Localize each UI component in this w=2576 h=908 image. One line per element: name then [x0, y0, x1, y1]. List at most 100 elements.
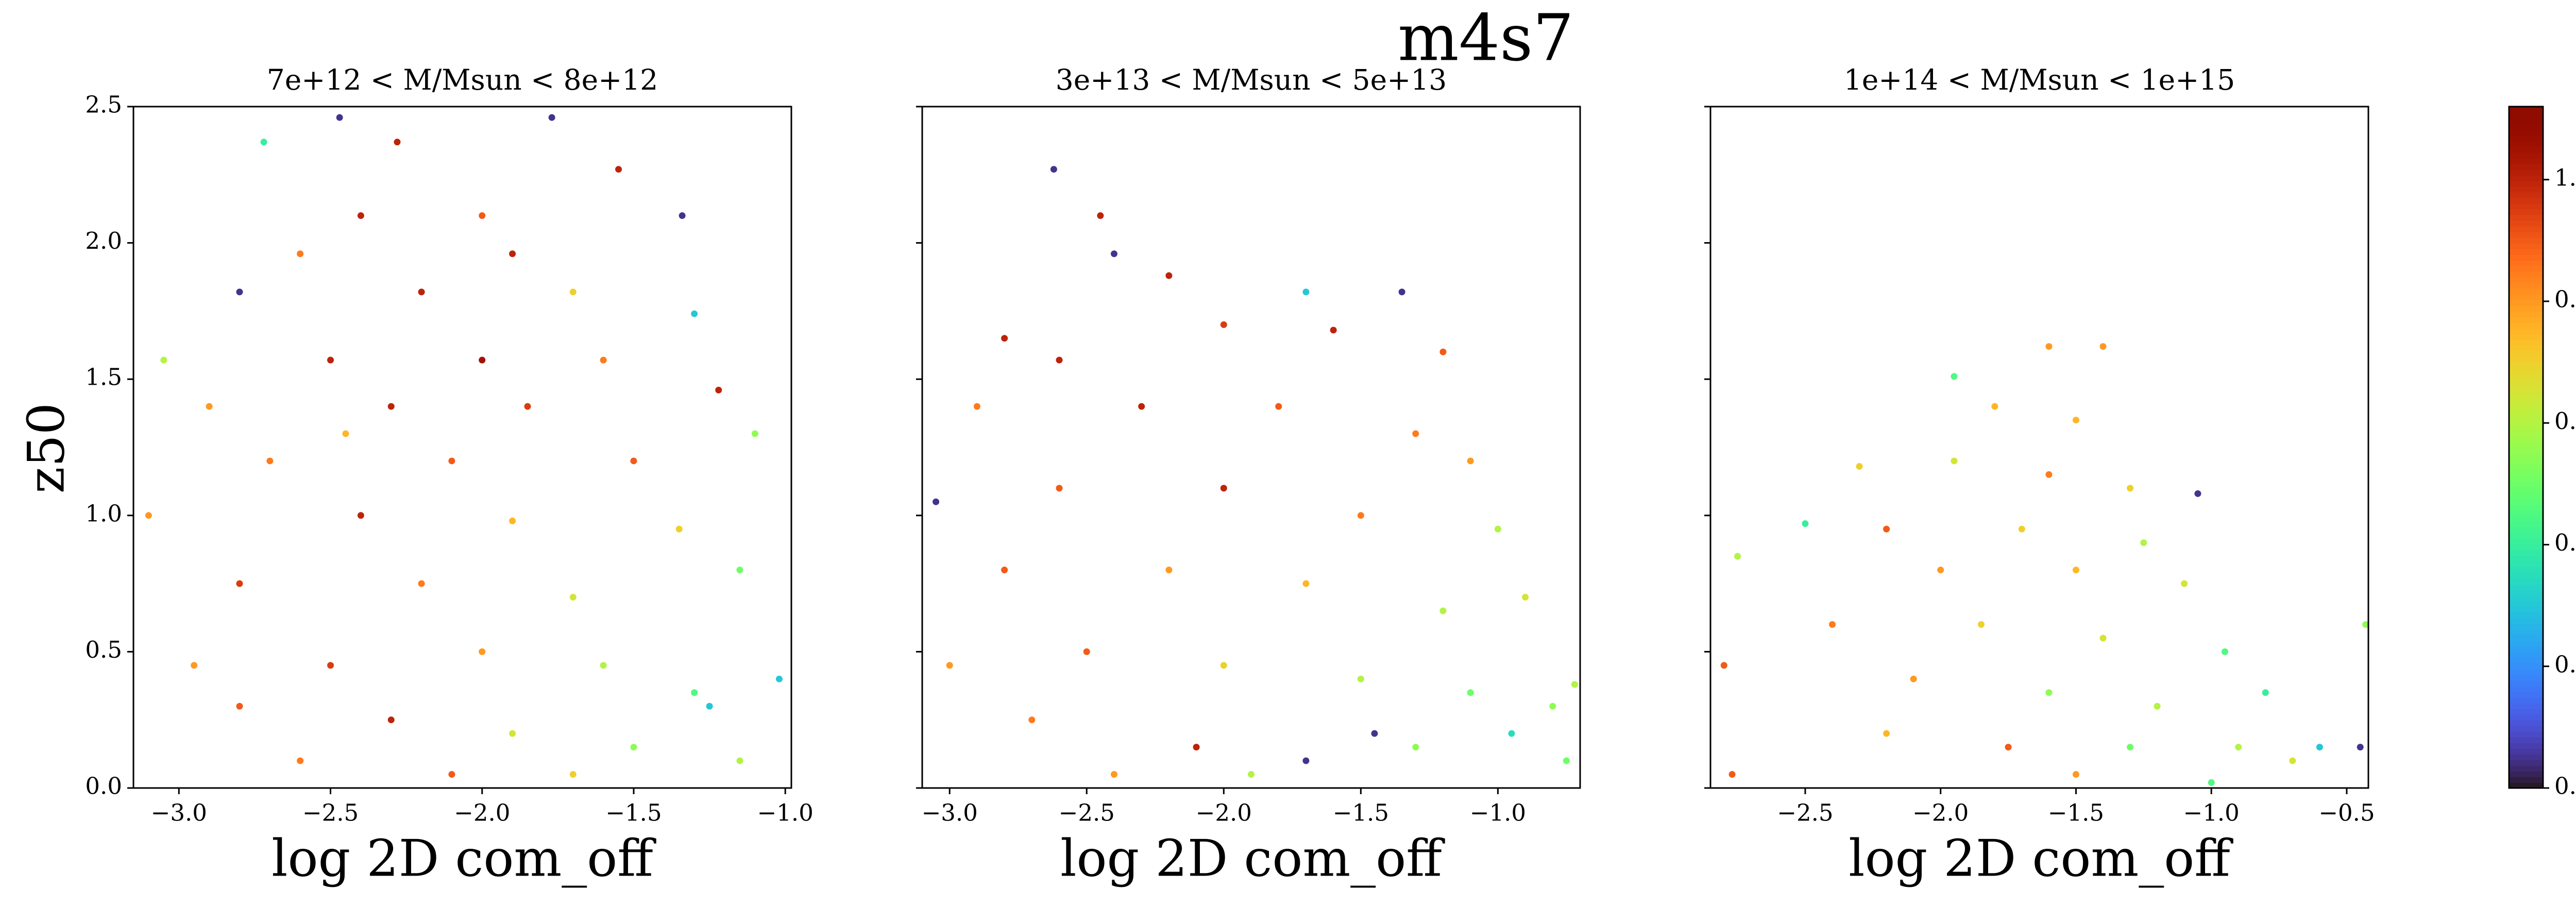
point: [1494, 525, 1501, 533]
point: [1056, 485, 1063, 492]
colorbar-segment: [2509, 373, 2543, 380]
figure-title: m4s7: [1398, 1, 1574, 76]
point: [1220, 485, 1227, 492]
point: [1330, 327, 1337, 334]
point: [691, 689, 698, 696]
colorbar-segment: [2509, 470, 2543, 476]
colorbar-segment: [2509, 561, 2543, 568]
colorbar-segment: [2509, 265, 2543, 272]
point: [1193, 744, 1200, 751]
y-tick-label: 1.0: [85, 500, 122, 527]
colorbar-segment: [2509, 765, 2543, 772]
point: [1951, 457, 1958, 465]
axes-title: 1e+14 < M/Msun < 1e+15: [1844, 63, 2235, 96]
point: [2194, 490, 2201, 497]
colorbar-segment: [2509, 175, 2543, 181]
colorbar-segment: [2509, 345, 2543, 352]
point: [2127, 744, 2134, 751]
colorbar-segment: [2509, 612, 2543, 619]
point: [751, 430, 758, 437]
colorbar-segment: [2509, 152, 2543, 159]
point: [1398, 288, 1405, 296]
point: [2072, 567, 2079, 574]
colorbar-segment: [2509, 691, 2543, 698]
point: [2357, 744, 2364, 751]
y-tick-label: 1.5: [85, 364, 122, 391]
point: [1220, 321, 1227, 328]
colorbar-segment: [2509, 413, 2543, 420]
colorbar-segment: [2509, 407, 2543, 414]
point: [1110, 771, 1117, 778]
colorbar-segment: [2509, 328, 2543, 334]
colorbar-segment: [2509, 504, 2543, 510]
colorbar-segment: [2509, 379, 2543, 386]
point: [266, 457, 274, 465]
point: [387, 716, 395, 724]
point: [1248, 771, 1255, 778]
colorbar-tick-label: 0.6: [2554, 407, 2576, 435]
colorbar-segment: [2509, 129, 2543, 136]
point: [1978, 621, 1985, 628]
point: [2072, 771, 2079, 778]
colorbar-segment: [2509, 464, 2543, 471]
point: [736, 757, 743, 764]
point: [1028, 716, 1036, 724]
point: [448, 457, 455, 465]
point: [1828, 621, 1836, 628]
colorbar-segment: [2509, 521, 2543, 527]
colorbar-segment: [2509, 498, 2543, 505]
point: [1563, 757, 1570, 764]
point: [479, 212, 486, 219]
colorbar-segment: [2509, 725, 2543, 732]
colorbar-segment: [2509, 782, 2543, 789]
point: [1937, 567, 1944, 574]
colorbar-segment: [2509, 385, 2543, 391]
axes-title: 3e+13 < M/Msun < 5e+13: [1056, 63, 1447, 96]
colorbar-segment: [2509, 714, 2543, 721]
colorbar-segment: [2509, 492, 2543, 499]
x-axis-label: log 2D com_off: [1060, 830, 1445, 888]
y-tick-label: 0.5: [85, 636, 122, 663]
plot-area: [1710, 107, 2368, 788]
point: [2005, 744, 2012, 751]
colorbar-segment: [2509, 180, 2543, 187]
colorbar-segment: [2509, 390, 2543, 397]
point: [1467, 689, 1474, 696]
x-tick-label: −2.5: [1059, 799, 1115, 827]
colorbar-segment: [2509, 231, 2543, 238]
point: [1056, 356, 1063, 364]
colorbar-segment: [2509, 652, 2543, 658]
colorbar-segment: [2509, 736, 2543, 743]
colorbar-segment: [2509, 197, 2543, 204]
point: [327, 662, 334, 669]
point: [327, 356, 334, 364]
point: [236, 703, 243, 710]
point: [1728, 771, 1736, 778]
colorbar-segment: [2509, 543, 2543, 550]
colorbar-segment: [2509, 481, 2543, 488]
point: [1220, 662, 1227, 669]
colorbar-segment: [2509, 770, 2543, 777]
colorbar-segment: [2509, 742, 2543, 749]
point: [1522, 594, 1529, 601]
point: [479, 356, 486, 364]
colorbar-segment: [2509, 572, 2543, 579]
colorbar-segment: [2509, 322, 2543, 329]
x-tick-label: −2.0: [454, 799, 510, 827]
colorbar-segment: [2509, 294, 2543, 300]
point: [479, 648, 486, 655]
colorbar-segment: [2509, 169, 2543, 176]
point: [1001, 335, 1008, 342]
point: [509, 517, 516, 524]
point: [509, 730, 516, 737]
point: [336, 114, 343, 121]
colorbar-segment: [2509, 305, 2543, 312]
point: [2208, 779, 2215, 786]
colorbar-segment: [2509, 192, 2543, 198]
colorbar-segment: [2509, 538, 2543, 544]
colorbar-segment: [2509, 606, 2543, 613]
point: [2181, 580, 2188, 587]
point: [600, 662, 607, 669]
point: [387, 403, 395, 410]
point: [1802, 520, 1809, 527]
